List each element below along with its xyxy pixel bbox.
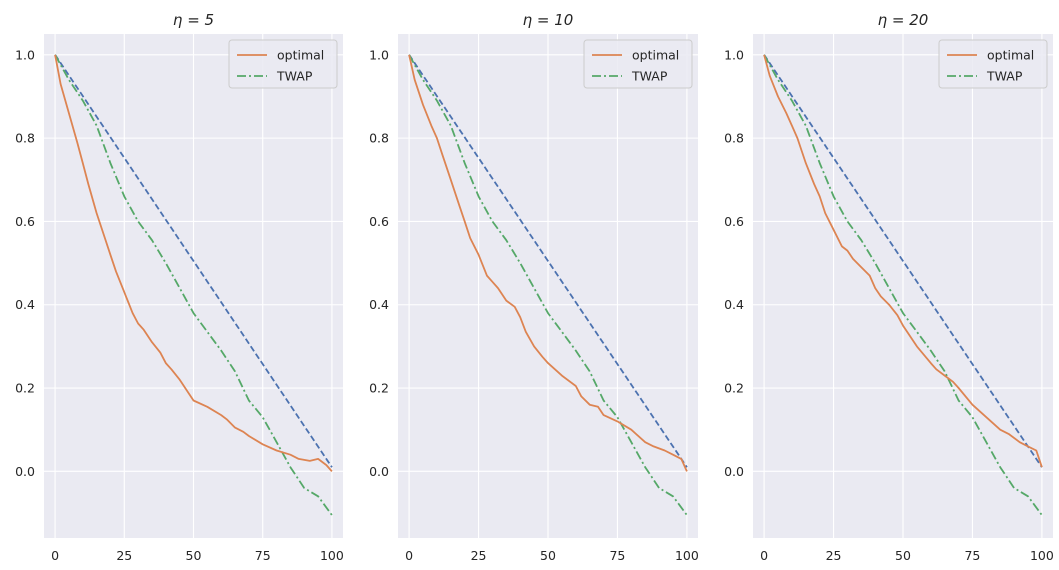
y-tick-label: 0.2 (15, 381, 35, 396)
chart-title: η = 20 (878, 11, 929, 29)
x-tick-label: 0 (51, 548, 59, 563)
x-tick-label: 100 (675, 548, 699, 563)
y-tick-label: 1.0 (724, 47, 744, 62)
series-line-twap (408, 54, 688, 516)
x-tick-label: 50 (186, 548, 202, 563)
x-tick-label: 0 (405, 548, 413, 563)
x-tick-label: 50 (895, 548, 911, 563)
y-tick-label: 0.4 (724, 297, 744, 312)
legend: optimal TWAP (938, 39, 1048, 89)
x-tick-label: 25 (471, 548, 487, 563)
series-line-twap (763, 54, 1043, 516)
series-line-optimal (408, 54, 688, 472)
x-tick-label: 75 (964, 548, 980, 563)
series-line-twap (54, 54, 333, 516)
chart-title: η = 5 (173, 11, 214, 29)
chart-panel-1: 0 25 50 75 100 1.0 0.8 0.6 0.4 0.2 0.0 η = 5 optimal… (15, 11, 344, 563)
x-tick-label: 50 (540, 548, 556, 563)
legend-label-optimal: optimal (277, 48, 324, 63)
y-tick-label: 0.0 (15, 464, 35, 479)
x-tick-label: 25 (116, 548, 132, 563)
x-tick-label: 100 (320, 548, 344, 563)
chart-panel-2: 0 25 50 75 100 1.0 0.8 0.6 0.4 0.2 0.0 η = 10 optima… (369, 11, 699, 563)
x-tick-label: 75 (255, 548, 271, 563)
legend-label-twap: TWAP (276, 69, 313, 84)
y-tick-label: 0.6 (369, 214, 389, 229)
y-tick-label: 0.8 (369, 131, 389, 146)
series-line-linear (408, 54, 688, 468)
legend-label-twap: TWAP (631, 69, 668, 84)
legend-label-twap: TWAP (986, 69, 1023, 84)
series-line-optimal (763, 54, 1043, 468)
y-tick-label: 1.0 (15, 47, 35, 62)
legend: optimal TWAP (583, 39, 693, 89)
y-tick-label: 0.8 (15, 131, 35, 146)
series-line-linear (763, 54, 1043, 468)
y-tick-label: 0.6 (724, 214, 744, 229)
chart-panel-3: 0 25 50 75 100 1.0 0.8 0.6 0.4 0.2 0.0 η = 20 optima… (724, 11, 1054, 563)
x-tick-label: 100 (1030, 548, 1054, 563)
legend-label-optimal: optimal (987, 48, 1034, 63)
y-tick-label: 0.4 (15, 297, 35, 312)
y-tick-label: 0.2 (724, 381, 744, 396)
y-tick-label: 0.4 (369, 297, 389, 312)
y-tick-label: 1.0 (369, 47, 389, 62)
chart-title: η = 10 (523, 11, 574, 29)
legend: optimal TWAP (228, 39, 338, 89)
x-tick-label: 0 (760, 548, 768, 563)
y-tick-label: 0.0 (724, 464, 744, 479)
y-tick-label: 0.0 (369, 464, 389, 479)
y-tick-label: 0.2 (369, 381, 389, 396)
series-line-optimal (54, 54, 333, 472)
x-tick-label: 25 (826, 548, 842, 563)
y-tick-label: 0.8 (724, 131, 744, 146)
series-line-linear (54, 54, 333, 468)
x-tick-label: 75 (609, 548, 625, 563)
y-tick-label: 0.6 (15, 214, 35, 229)
legend-label-optimal: optimal (632, 48, 679, 63)
